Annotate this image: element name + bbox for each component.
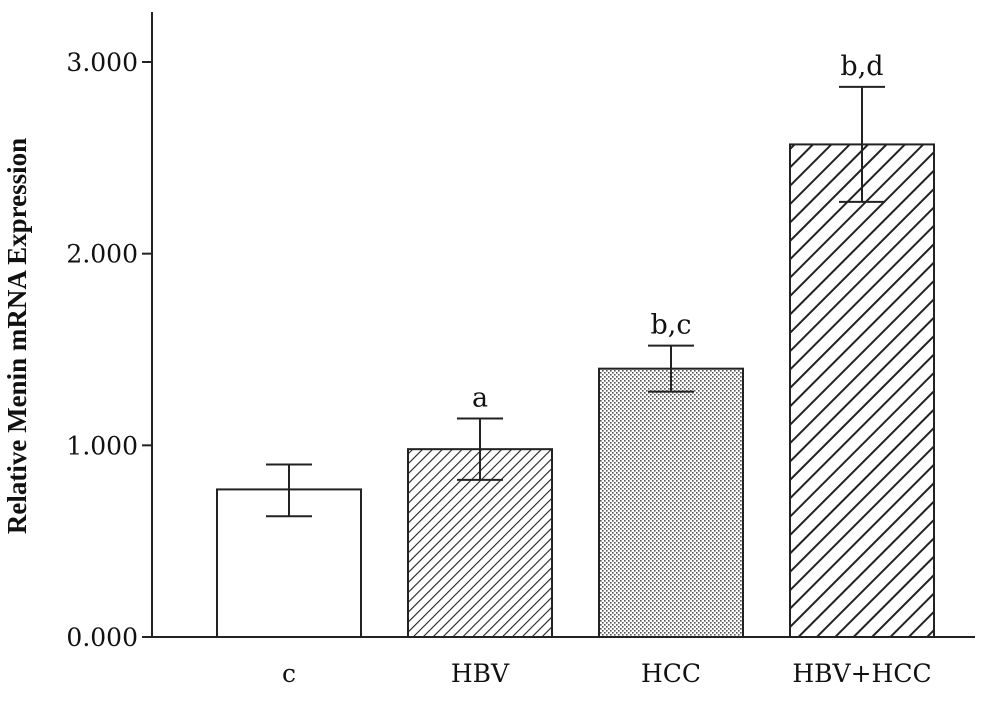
significance-label: b,d <box>840 51 883 82</box>
error-bars <box>266 85 885 518</box>
x-tick-label: HBV <box>451 659 510 688</box>
significance-labels: a b,c b,d <box>472 51 884 414</box>
y-tick-label: 0.000 <box>66 623 138 652</box>
x-tick-labels: c HBV HCC HBV+HCC <box>282 659 932 688</box>
x-tick-label: c <box>282 659 296 688</box>
x-tick-label: HCC <box>641 659 701 688</box>
y-axis-label: Relative Menin mRNA Expression <box>2 138 32 534</box>
y-tick-label: 1.000 <box>66 431 138 460</box>
error-bar <box>457 417 503 481</box>
bar-hbv-hcc <box>789 143 935 639</box>
bar-hcc <box>598 367 744 638</box>
error-bar <box>266 463 312 518</box>
error-bar <box>648 344 694 393</box>
error-bar <box>839 85 885 203</box>
y-ticks: 0.000 1.000 2.000 3.000 <box>66 48 152 652</box>
significance-label: a <box>472 383 488 414</box>
y-tick-label: 3.000 <box>66 48 138 77</box>
x-tick-label: HBV+HCC <box>792 659 931 688</box>
y-tick-label: 2.000 <box>66 240 138 269</box>
significance-label: b,c <box>651 310 692 341</box>
bars <box>216 143 935 639</box>
